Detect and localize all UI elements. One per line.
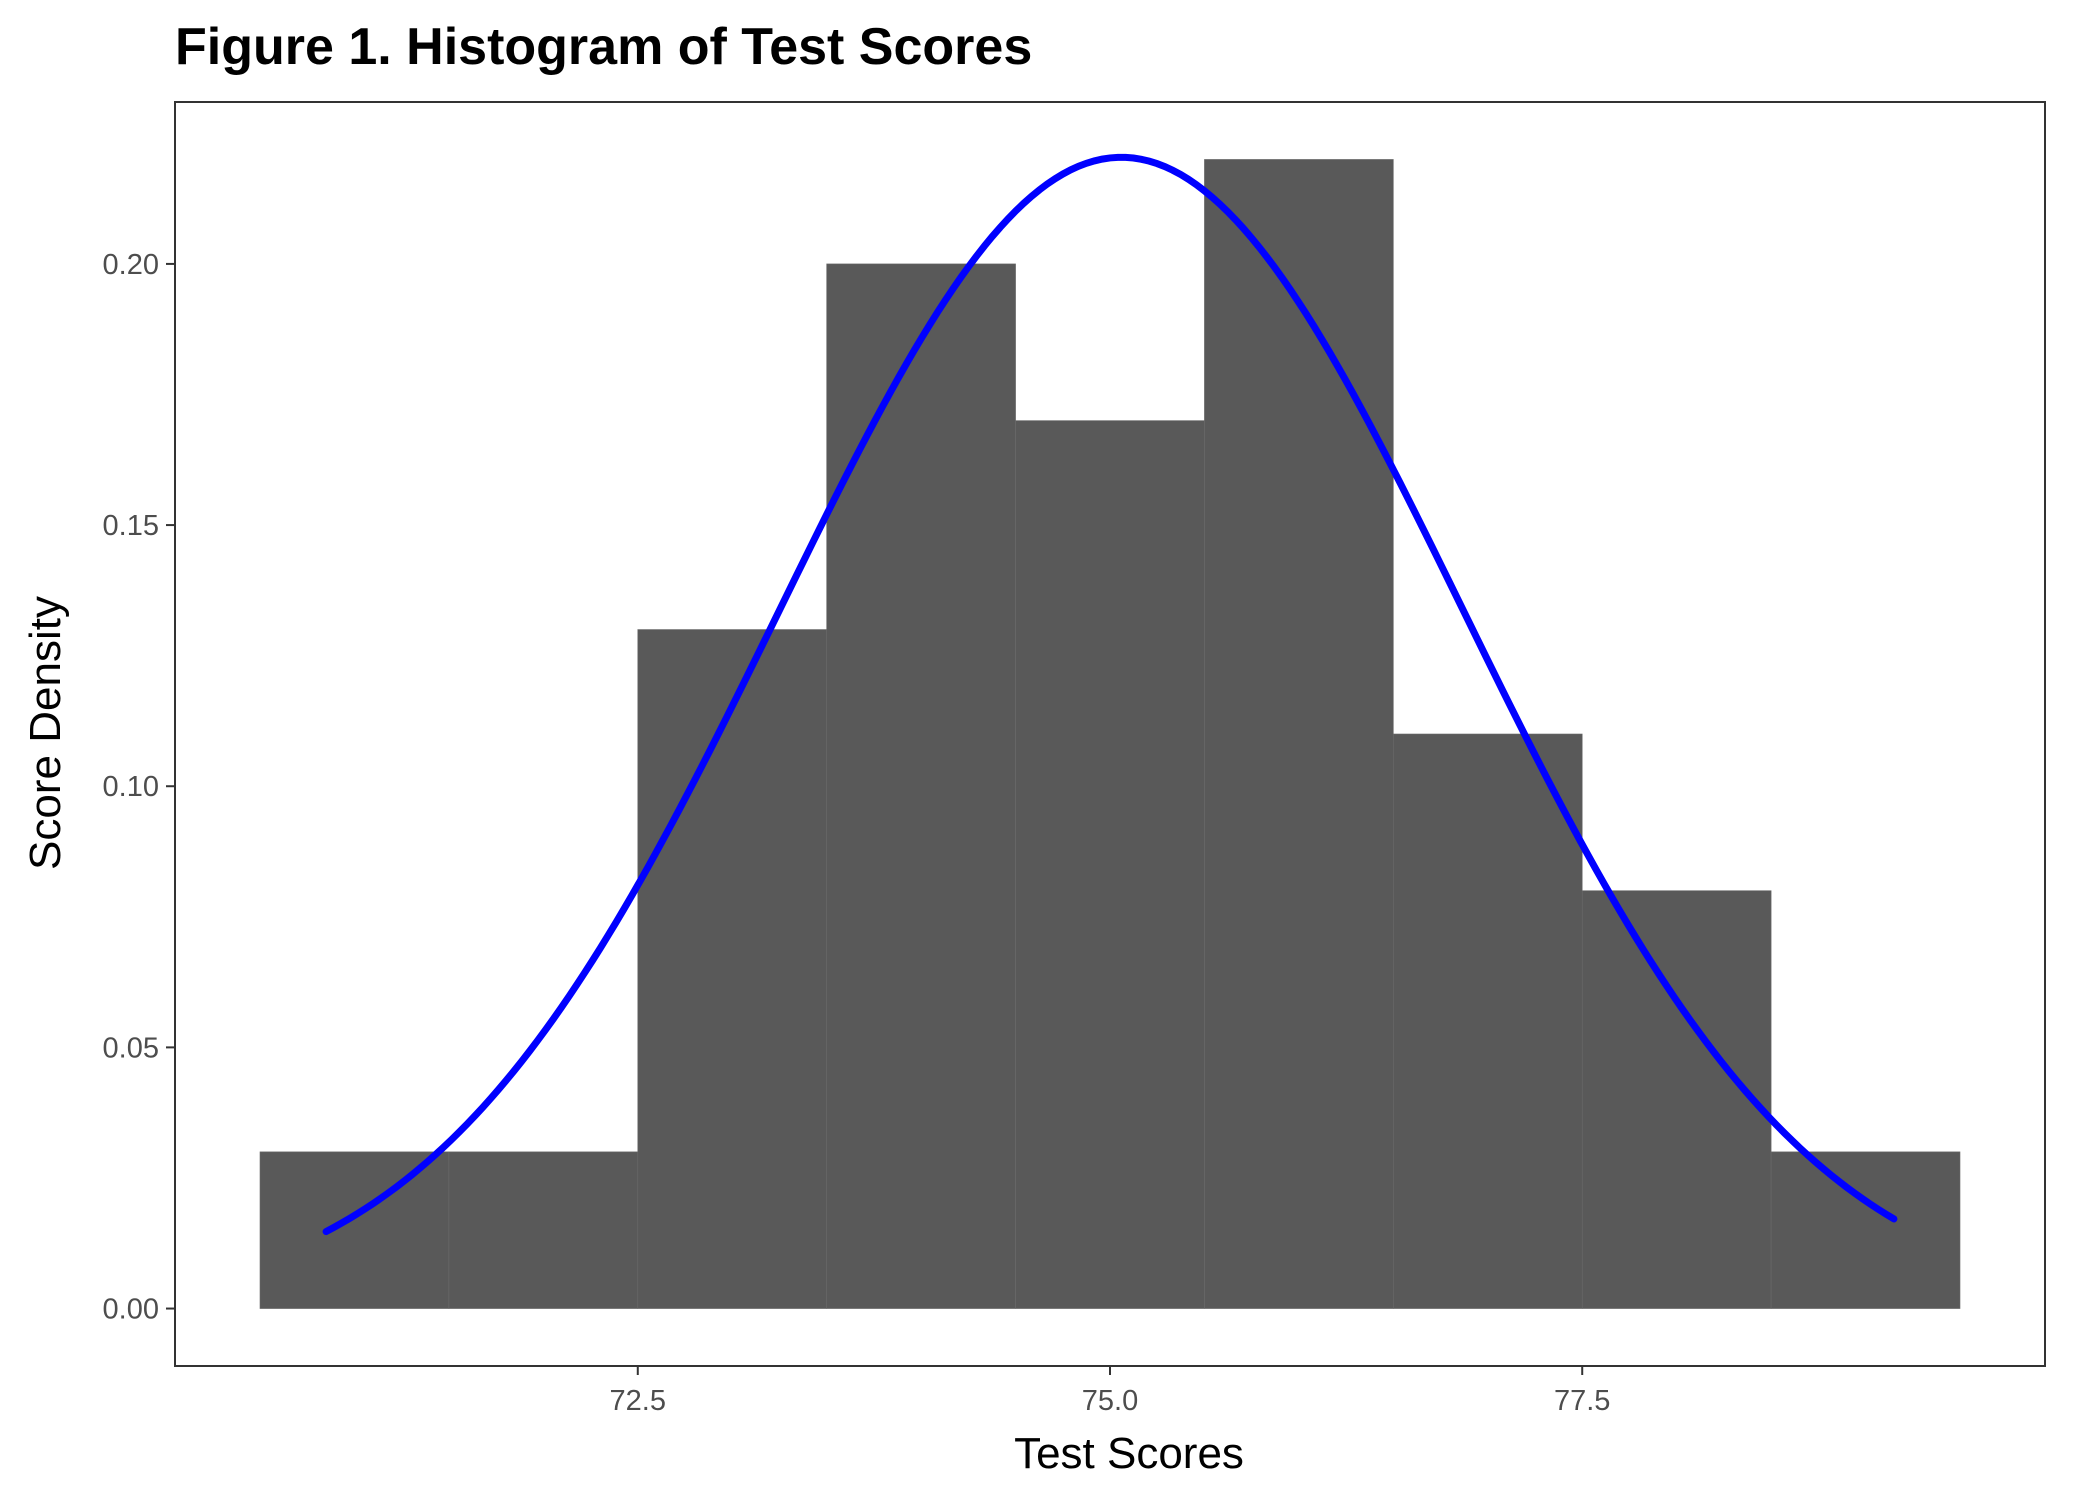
y-axis: 0.00 0.05 0.10 0.15 0.20: [103, 249, 175, 1326]
histogram-bar-7: [1393, 733, 1583, 1309]
histogram-bars: [259, 159, 1961, 1309]
y-axis-label: Score Density: [21, 596, 70, 870]
histogram-bar-9: [1770, 1151, 1961, 1309]
y-tick-label-1: 0.00: [103, 1294, 159, 1326]
density-curve: [322, 153, 1898, 1236]
histogram-bar-8: [1581, 890, 1772, 1309]
y-tick-label-4: 0.15: [103, 510, 159, 542]
x-axis: 72.5 75.0 77.5: [610, 1366, 1610, 1417]
x-axis-label: Test Scores: [1014, 1429, 1244, 1478]
histogram-bar-2: [448, 1151, 639, 1309]
y-tick-label-2: 0.05: [103, 1032, 159, 1064]
histogram-bar-4: [826, 263, 1016, 1309]
histogram-bar-5: [1015, 420, 1205, 1309]
y-tick-label-3: 0.10: [103, 771, 159, 803]
x-tick-label-2: 75.0: [1082, 1385, 1138, 1417]
x-tick-label-3: 77.5: [1554, 1385, 1610, 1417]
x-tick-label-1: 72.5: [610, 1385, 666, 1417]
y-tick-label-5: 0.20: [103, 249, 159, 281]
histogram-bar-3: [637, 629, 827, 1309]
chart-title: Figure 1. Histogram of Test Scores: [175, 18, 1032, 76]
histogram-bar-6: [1204, 159, 1394, 1309]
histogram-bar-1: [259, 1151, 450, 1309]
